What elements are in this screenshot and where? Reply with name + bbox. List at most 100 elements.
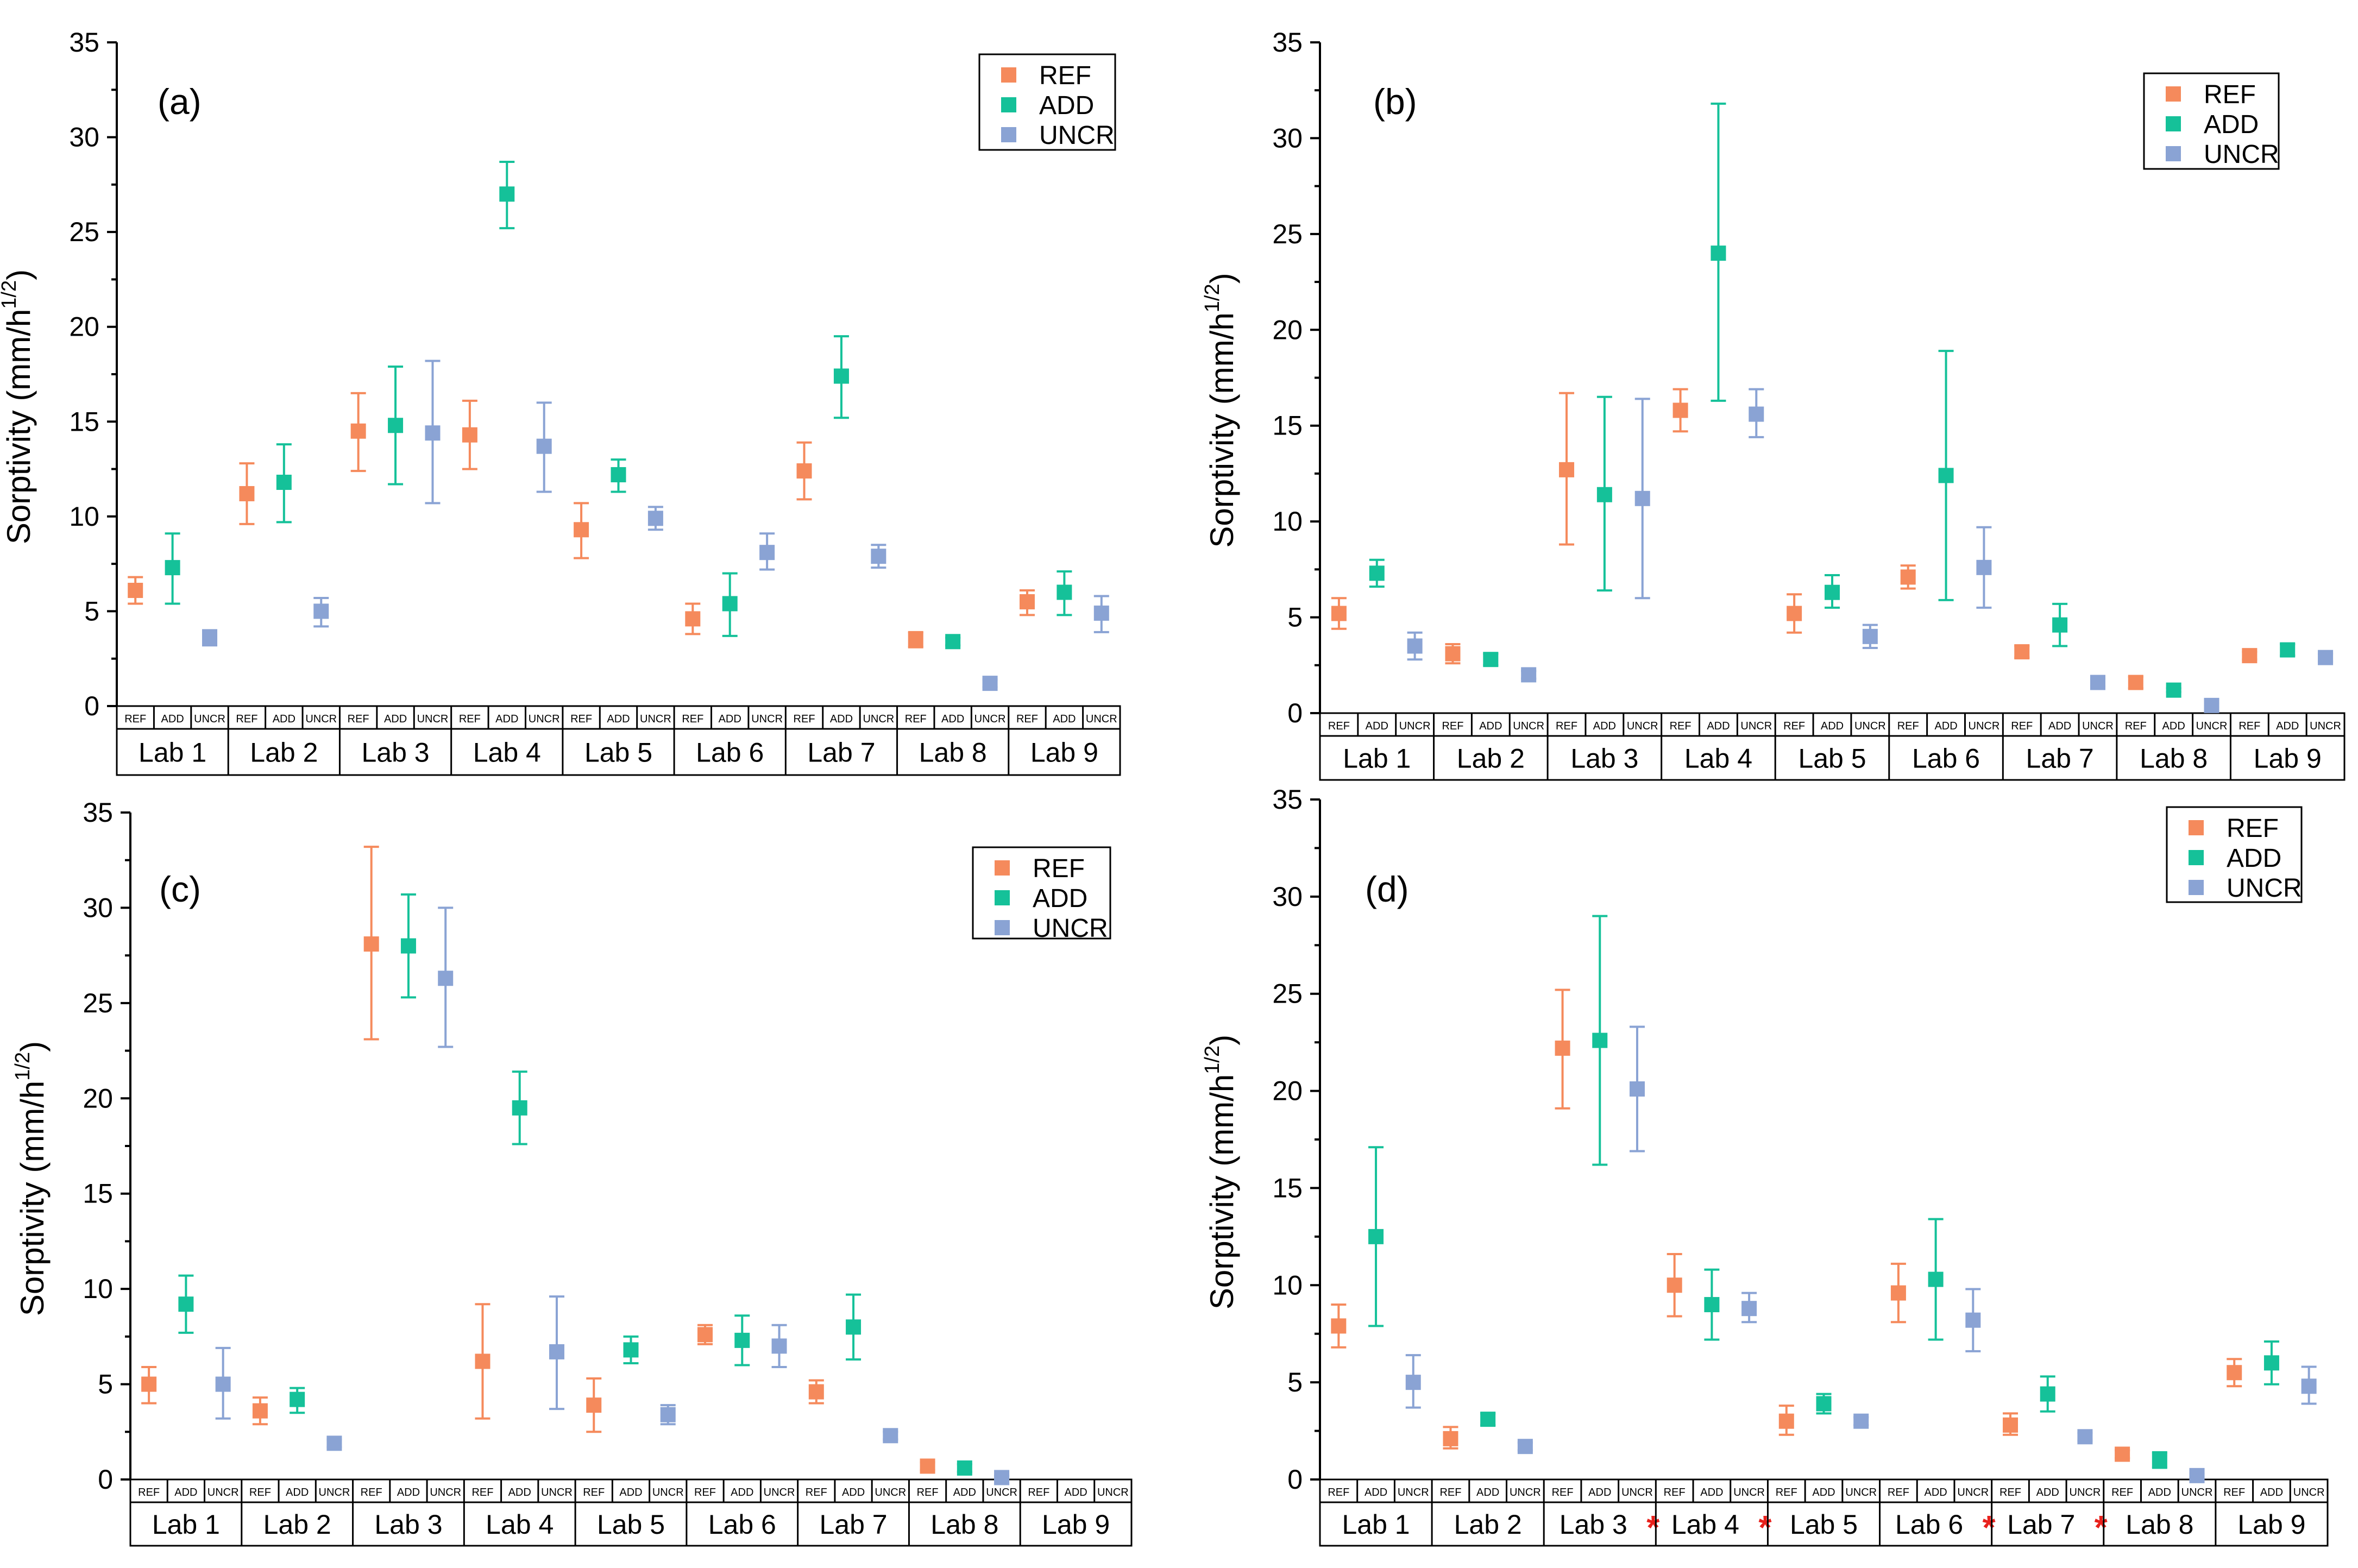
series-ref	[1331, 388, 2258, 690]
y-tick-label: 30	[83, 892, 113, 923]
legend-label-ref: REF	[2204, 80, 2256, 109]
data-point-add	[2040, 1386, 2055, 1402]
y-axis-label-main: Sorptivity (mm/h	[1, 309, 37, 544]
data-point-add	[1483, 652, 1499, 667]
sub-category-label: ADD	[495, 713, 518, 725]
data-point-ref	[697, 1327, 713, 1343]
sub-category-label: ADD	[2260, 1487, 2283, 1498]
y-tick-label: 0	[84, 691, 99, 721]
panel-label: (c)	[159, 869, 201, 909]
data-point-add	[2052, 617, 2068, 633]
sub-category-label: UNCR	[1969, 720, 2000, 732]
sub-category-label: ADD	[2162, 720, 2185, 732]
y-axis-label: Sorptivity (mm/h1/2)	[1201, 273, 1240, 547]
legend-marker-ref	[2166, 86, 2181, 102]
data-point-ref	[363, 936, 379, 952]
significance-star: *	[1758, 1509, 1772, 1547]
sub-category-label: UNCR	[1957, 1487, 1989, 1498]
category-label: Lab 5	[597, 1509, 665, 1540]
sub-category-label: ADD	[719, 713, 741, 725]
category-label: Lab 1	[139, 738, 206, 768]
category-label: Lab 7	[807, 738, 875, 768]
sub-category-label: ADD	[1365, 1487, 1387, 1498]
data-point-add	[388, 418, 404, 433]
series-ref	[1331, 988, 2242, 1462]
y-tick-label: 10	[1272, 506, 1303, 537]
sub-category-label: ADD	[1479, 720, 1502, 732]
sub-category-label: ADD	[1812, 1487, 1835, 1498]
category-label: Lab 7	[2026, 744, 2094, 774]
sub-category-label: REF	[1016, 713, 1038, 725]
data-point-ref	[252, 1403, 268, 1419]
sub-category-label: REF	[806, 1487, 827, 1498]
data-point-add	[1057, 584, 1072, 600]
data-point-add	[400, 938, 416, 954]
y-tick-label: 0	[98, 1464, 113, 1495]
y-axis-label-end: )	[1204, 273, 1240, 284]
data-point-uncr	[1634, 490, 1650, 506]
y-axis-label: Sorptivity (mm/h1/2)	[1201, 1035, 1240, 1309]
sub-category-label: ADD	[1366, 720, 1388, 732]
data-point-uncr	[326, 1435, 342, 1451]
sub-category-label: UNCR	[1097, 1487, 1129, 1498]
data-point-ref	[1900, 569, 1916, 585]
data-point-ref	[1331, 1318, 1347, 1334]
y-axis-label-superscript: 1/2	[0, 280, 21, 309]
panel-label: (a)	[158, 81, 202, 122]
data-point-ref	[141, 1376, 157, 1392]
sub-category-label: UNCR	[1621, 1487, 1653, 1498]
data-point-uncr	[1517, 1439, 1533, 1454]
sub-category-label: REF	[459, 713, 481, 725]
panel-label: (b)	[1373, 81, 1417, 122]
sub-category-label: REF	[249, 1487, 271, 1498]
category-label: Lab 8	[919, 738, 987, 768]
y-axis-label-end: )	[1, 269, 37, 280]
sub-category-label: REF	[794, 713, 815, 725]
sub-category-label: ADD	[1593, 720, 1616, 732]
sub-category-label: UNCR	[1733, 1487, 1765, 1498]
sub-category-label: REF	[1328, 1487, 1349, 1498]
data-point-ref	[1019, 594, 1035, 609]
data-point-ref	[796, 463, 812, 479]
y-tick-label: 15	[83, 1179, 113, 1209]
data-point-add	[1369, 565, 1385, 581]
sub-category-label: UNCR	[430, 1487, 461, 1498]
y-axis-label: Sorptivity (mm/h1/2)	[11, 1041, 51, 1316]
data-point-add	[722, 596, 738, 612]
data-point-ref	[2115, 1446, 2130, 1462]
sub-category-label: UNCR	[529, 713, 560, 725]
sub-category-label: REF	[1552, 1487, 1574, 1498]
legend-marker-ref	[1001, 67, 1016, 83]
data-point-uncr	[438, 971, 454, 986]
legend-marker-add	[2189, 850, 2204, 865]
category-table	[129, 1478, 1133, 1547]
data-point-add	[623, 1342, 639, 1358]
sub-category-label: UNCR	[417, 713, 449, 725]
data-point-ref	[350, 423, 366, 439]
sub-category-label: ADD	[2036, 1487, 2059, 1498]
y-tick-label: 20	[1272, 1076, 1303, 1106]
data-point-uncr	[2090, 675, 2105, 690]
sub-category-label: ADD	[607, 713, 630, 725]
sub-category-label: REF	[1442, 720, 1463, 732]
series-uncr	[215, 906, 1010, 1485]
sub-category-label: UNCR	[541, 1487, 573, 1498]
legend-marker-uncr	[1001, 127, 1016, 142]
category-label: Lab 1	[152, 1509, 220, 1540]
y-tick-label: 5	[84, 596, 99, 626]
sub-category-label: REF	[2011, 720, 2033, 732]
chart-panel-1: 0 5 10 15 20 25 30 35 Sorptivity (mm/h1/2) (a) REF…	[0, 27, 1121, 776]
y-axis-label: Sorptivity (mm/h1/2)	[0, 269, 37, 544]
data-point-ref	[1445, 646, 1461, 662]
data-point-uncr	[759, 545, 775, 561]
data-point-ref	[475, 1353, 491, 1369]
sub-category-label: UNCR	[2082, 720, 2114, 732]
sub-category-label: REF	[471, 1487, 493, 1498]
data-point-ref	[1890, 1285, 1906, 1301]
data-point-uncr	[982, 676, 998, 691]
sub-category-label: ADD	[1934, 720, 1957, 732]
sub-category-label: ADD	[941, 713, 964, 725]
y-tick-label: 20	[69, 312, 99, 342]
category-label: Lab 2	[1457, 744, 1525, 774]
sub-category-label: UNCR	[207, 1487, 239, 1498]
